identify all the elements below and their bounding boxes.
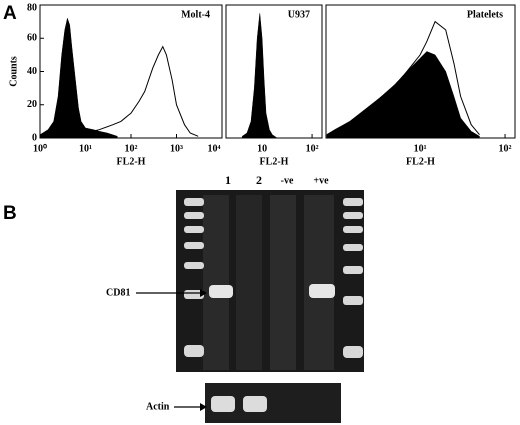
panel-label: B (3, 203, 17, 224)
control-label: Actin (146, 401, 170, 412)
outline-histogram (85, 45, 199, 137)
band (211, 396, 235, 412)
band (209, 285, 233, 298)
lane (236, 195, 262, 370)
x-tick-label: 10³ (170, 143, 183, 154)
y-tick-label: 60 (27, 33, 37, 44)
gel: 1 2 -ve +ve CD81 Actin (106, 173, 364, 423)
filled-histogram (326, 51, 480, 139)
x-tick-label: 10 (257, 143, 267, 154)
y-tick-label: 0 (32, 132, 37, 143)
lane-label: +ve (313, 175, 329, 186)
outline-histogram (326, 20, 480, 136)
band (243, 396, 267, 412)
lane-label: -ve (281, 175, 294, 186)
y-tick-label: 40 (27, 66, 37, 77)
x-tick-label: 10⁰ (33, 143, 47, 154)
x-axis-label: FL2-H (406, 156, 435, 167)
band-label: CD81 (106, 287, 130, 298)
y-tick-label: 80 (27, 2, 37, 13)
arrow-head (200, 403, 207, 411)
lane (203, 195, 229, 370)
x-tick-label: 10² (306, 143, 319, 154)
y-axis-label: Counts (8, 56, 19, 87)
filled-histogram (241, 13, 278, 139)
band (309, 284, 335, 298)
lane (304, 195, 334, 370)
lane-label: 2 (256, 173, 262, 187)
panel-title: U937 (288, 9, 310, 20)
panel-title: Platelets (467, 9, 503, 20)
y-tick-label: 20 (27, 99, 37, 110)
x-axis-label: FL2-H (260, 156, 289, 167)
x-tick-label: 10⁴ (208, 143, 221, 154)
x-axis-label: FL2-H (117, 156, 146, 167)
filled-histogram (39, 17, 118, 139)
panel-title: Molt-4 (181, 9, 210, 20)
lane-label: 1 (225, 173, 231, 187)
lane (270, 195, 296, 370)
x-tick-label: 10² (499, 143, 512, 154)
arrow-head (200, 289, 207, 297)
ladder (184, 198, 363, 358)
x-tick-label: 10¹ (79, 143, 92, 154)
plot-frame (225, 4, 323, 139)
x-tick-label: 10¹ (414, 143, 427, 154)
panel-label: A (3, 3, 17, 24)
x-tick-label: 10² (125, 143, 138, 154)
